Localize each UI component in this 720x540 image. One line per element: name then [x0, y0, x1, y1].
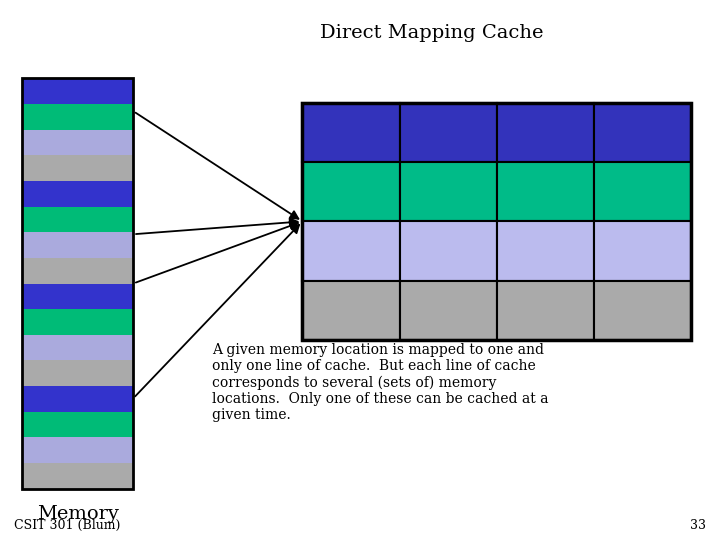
- Bar: [497, 103, 594, 162]
- Bar: [22, 403, 133, 412]
- Bar: [22, 377, 133, 386]
- Bar: [22, 369, 133, 377]
- Bar: [22, 266, 133, 275]
- Bar: [22, 215, 133, 224]
- Bar: [22, 172, 133, 181]
- Bar: [22, 480, 133, 489]
- Bar: [22, 455, 133, 463]
- Bar: [22, 121, 133, 130]
- Bar: [22, 78, 133, 489]
- Bar: [302, 221, 400, 281]
- Bar: [22, 429, 133, 437]
- Text: Direct Mapping Cache: Direct Mapping Cache: [320, 24, 544, 42]
- Bar: [22, 318, 133, 326]
- Bar: [22, 420, 133, 429]
- Text: Memory: Memory: [37, 505, 119, 523]
- Bar: [594, 281, 691, 340]
- Bar: [22, 78, 133, 87]
- Bar: [22, 412, 133, 420]
- Bar: [22, 147, 133, 156]
- Bar: [22, 463, 133, 471]
- Bar: [22, 156, 133, 164]
- Bar: [22, 206, 133, 215]
- Bar: [400, 221, 497, 281]
- Bar: [22, 284, 133, 292]
- Bar: [497, 162, 594, 221]
- Bar: [22, 275, 133, 284]
- Bar: [22, 130, 133, 138]
- Bar: [400, 162, 497, 221]
- Bar: [22, 437, 133, 446]
- Bar: [302, 103, 691, 340]
- Bar: [594, 221, 691, 281]
- Bar: [22, 224, 133, 232]
- Bar: [22, 241, 133, 249]
- Bar: [22, 96, 133, 104]
- Bar: [22, 104, 133, 112]
- Text: CSIT 301 (Blum): CSIT 301 (Blum): [14, 519, 121, 532]
- Bar: [22, 112, 133, 121]
- Text: 33: 33: [690, 519, 706, 532]
- Bar: [22, 446, 133, 455]
- Bar: [400, 103, 497, 162]
- Bar: [22, 395, 133, 403]
- Bar: [302, 281, 400, 340]
- Bar: [497, 221, 594, 281]
- Bar: [22, 309, 133, 318]
- Bar: [400, 281, 497, 340]
- Bar: [22, 258, 133, 266]
- Bar: [22, 361, 133, 369]
- Bar: [302, 162, 400, 221]
- Bar: [22, 471, 133, 480]
- Bar: [22, 386, 133, 395]
- Bar: [22, 326, 133, 335]
- Bar: [302, 103, 400, 162]
- Bar: [22, 352, 133, 361]
- Text: A given memory location is mapped to one and
only one line of cache.  But each l: A given memory location is mapped to one…: [212, 343, 549, 422]
- Bar: [22, 190, 133, 198]
- Bar: [22, 343, 133, 352]
- Bar: [22, 232, 133, 241]
- Bar: [22, 138, 133, 147]
- Bar: [22, 164, 133, 172]
- Bar: [22, 335, 133, 343]
- Bar: [22, 249, 133, 258]
- Bar: [22, 181, 133, 190]
- Bar: [22, 301, 133, 309]
- Bar: [22, 87, 133, 96]
- Bar: [22, 198, 133, 206]
- Bar: [594, 103, 691, 162]
- Bar: [594, 162, 691, 221]
- Bar: [497, 281, 594, 340]
- Bar: [22, 292, 133, 301]
